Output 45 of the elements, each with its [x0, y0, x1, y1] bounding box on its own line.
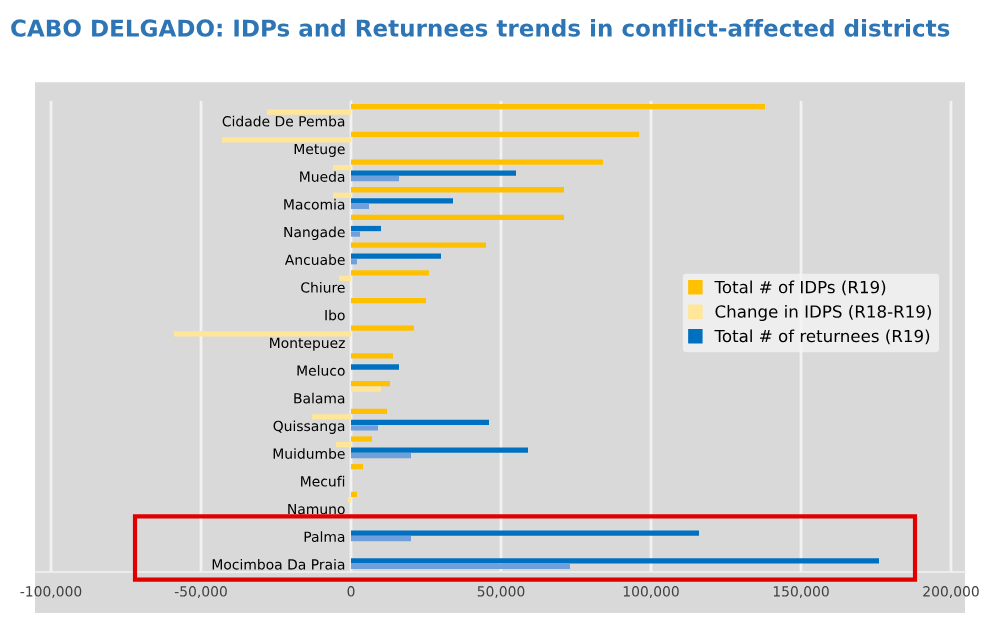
bar: [351, 187, 564, 193]
bar: [351, 270, 429, 276]
bar: [351, 214, 564, 221]
bar: [351, 242, 486, 248]
bar: [351, 198, 453, 204]
bar: [333, 164, 351, 171]
bar: [351, 131, 639, 137]
legend-label: Change in IDPS (R18-R19): [715, 304, 931, 322]
bar: [351, 231, 360, 237]
bar: [351, 176, 399, 182]
bar: [351, 325, 414, 331]
bar: [351, 386, 381, 392]
bar: [351, 530, 699, 536]
bar: [351, 159, 603, 165]
bar: [351, 364, 399, 370]
bar: [351, 558, 879, 564]
bar: [351, 536, 411, 542]
bar: [267, 109, 351, 115]
bar: [351, 170, 516, 176]
bar: [339, 275, 351, 282]
bar: [351, 353, 393, 359]
bar: [351, 447, 528, 453]
bar: [333, 192, 351, 198]
bar: [351, 225, 381, 232]
bar: [351, 380, 390, 387]
bar: [351, 104, 765, 110]
legend-label: Total # of IDPs (R19): [714, 280, 886, 296]
bar: [351, 408, 387, 414]
bar: [351, 563, 570, 570]
bar: [351, 259, 357, 265]
legend-label: Total # of returnees (R19): [714, 329, 930, 345]
bar: [351, 464, 363, 470]
bar: [351, 419, 489, 426]
bar: [351, 203, 369, 209]
bar: [351, 453, 411, 459]
bar: [351, 436, 372, 442]
bar: [222, 137, 351, 143]
bar: [312, 414, 351, 420]
bar: [351, 425, 378, 431]
bar: [351, 253, 441, 259]
bar: [351, 491, 357, 498]
bar: [351, 297, 426, 304]
chart-title: CABO DELGADO: IDPs and Returnees trends in conflict-affected districts: [11, 18, 950, 37]
bar: [336, 441, 351, 448]
bar: [174, 331, 351, 337]
